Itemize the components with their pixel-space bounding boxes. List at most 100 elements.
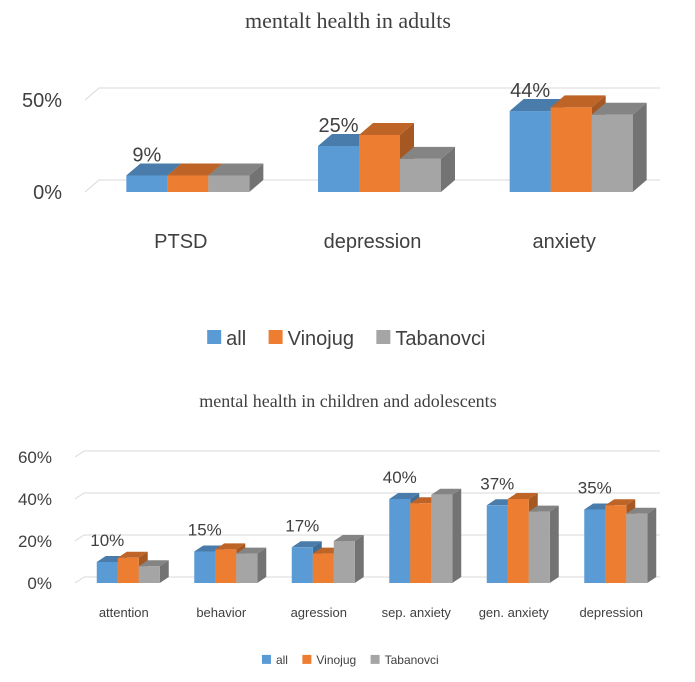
data-label: 37% <box>480 474 514 493</box>
data-label: 10% <box>90 531 124 550</box>
bar-front <box>605 505 627 583</box>
bar-side <box>452 488 462 583</box>
bar-side <box>354 535 364 583</box>
y-tick-label: 40% <box>18 490 52 509</box>
chart: mental health in children and adolescent… <box>18 391 660 667</box>
legend-swatch <box>207 330 222 344</box>
bar <box>591 102 647 192</box>
x-tick-label: agression <box>291 605 347 620</box>
bar-side <box>549 505 559 583</box>
bar-front <box>509 111 551 192</box>
legend-label: Tabanovci <box>395 328 485 350</box>
x-tick-label: sep. anxiety <box>382 605 452 620</box>
bar-top <box>333 535 364 541</box>
x-tick-label: PTSD <box>154 231 207 253</box>
bar-top <box>591 102 647 115</box>
bar-front <box>486 505 508 583</box>
bar-top <box>605 499 636 506</box>
bar-top <box>389 493 420 499</box>
bar-front <box>194 551 216 583</box>
bar-top <box>400 146 455 159</box>
bar-front <box>528 511 550 583</box>
bar-front <box>584 509 606 583</box>
y-tick-label: 50% <box>22 90 62 112</box>
bar-top <box>208 163 264 176</box>
legend-swatch <box>261 654 271 664</box>
bar-front <box>96 562 118 583</box>
bar <box>333 535 364 583</box>
bar-top <box>167 163 223 176</box>
y-tick-label: 0% <box>27 574 52 593</box>
bar-side <box>257 547 267 583</box>
bar-top <box>117 551 148 558</box>
y-tick-label: 0% <box>33 182 62 204</box>
bar-top <box>215 543 246 550</box>
bar-side <box>632 102 647 192</box>
bar-front <box>312 553 334 583</box>
data-label: 9% <box>132 144 161 166</box>
grid-line <box>84 87 660 101</box>
x-tick-label: behavior <box>196 605 247 620</box>
bar-top <box>359 122 414 135</box>
bar-front <box>215 549 237 583</box>
bar-top <box>291 541 322 548</box>
bar-front <box>208 175 250 192</box>
legend-swatch <box>376 330 391 344</box>
bar-top <box>126 163 182 176</box>
bar-front <box>591 114 633 192</box>
bar-front <box>359 134 400 192</box>
y-tick-label: 60% <box>18 448 52 467</box>
legend: all Vinojug Tabanovci <box>261 653 439 667</box>
y-tick-label: 20% <box>18 532 52 551</box>
bar-top <box>550 95 606 108</box>
chart-title: mental health in children and adolescent… <box>199 391 496 411</box>
x-tick-label: attention <box>99 605 149 620</box>
legend: all Vinojug Tabanovci <box>207 328 485 350</box>
bar <box>138 560 169 583</box>
bar-front <box>167 175 209 192</box>
bar-top <box>138 560 169 567</box>
grid-line <box>74 492 660 500</box>
bar-top <box>431 488 462 495</box>
bar-top <box>507 493 538 499</box>
bar-side <box>647 507 657 583</box>
bar-front <box>389 499 411 583</box>
bar-top <box>236 547 267 554</box>
legend-swatch <box>302 654 312 664</box>
bar-front <box>550 107 592 192</box>
data-label: 25% <box>318 115 358 137</box>
chart-title: mentalt health in adults <box>245 8 451 33</box>
bar-top <box>626 507 657 514</box>
grid-line <box>74 534 660 542</box>
x-tick-label: depression <box>579 605 643 620</box>
bar-front <box>507 499 529 583</box>
data-label: 35% <box>578 479 612 498</box>
bar-front <box>431 494 453 583</box>
grid-line <box>84 179 660 193</box>
legend-label: all <box>276 653 288 667</box>
legend-label: Vinojug <box>288 328 354 350</box>
bar-side <box>441 146 455 192</box>
x-tick-label: anxiety <box>532 231 595 253</box>
bar <box>400 146 455 192</box>
chart: mentalt health in adults 0% 50% PTSD 9% depre… <box>22 8 660 350</box>
data-label: 15% <box>188 521 222 540</box>
legend-label: Tabanovci <box>385 653 439 667</box>
bar-front <box>236 553 258 583</box>
grid-line <box>74 450 660 458</box>
grid-line <box>74 576 660 584</box>
legend-label: all <box>226 328 246 350</box>
x-tick-label: depression <box>324 231 422 253</box>
bar-front <box>410 503 432 583</box>
legend-swatch <box>370 654 380 664</box>
legend-swatch <box>268 330 283 344</box>
data-label: 44% <box>510 80 550 102</box>
bar-front <box>333 541 355 583</box>
bar-front <box>138 566 160 583</box>
bar <box>236 547 267 583</box>
bar <box>208 163 264 192</box>
bar-top <box>528 505 559 512</box>
bar-front <box>318 146 359 192</box>
bar-front <box>291 547 313 583</box>
